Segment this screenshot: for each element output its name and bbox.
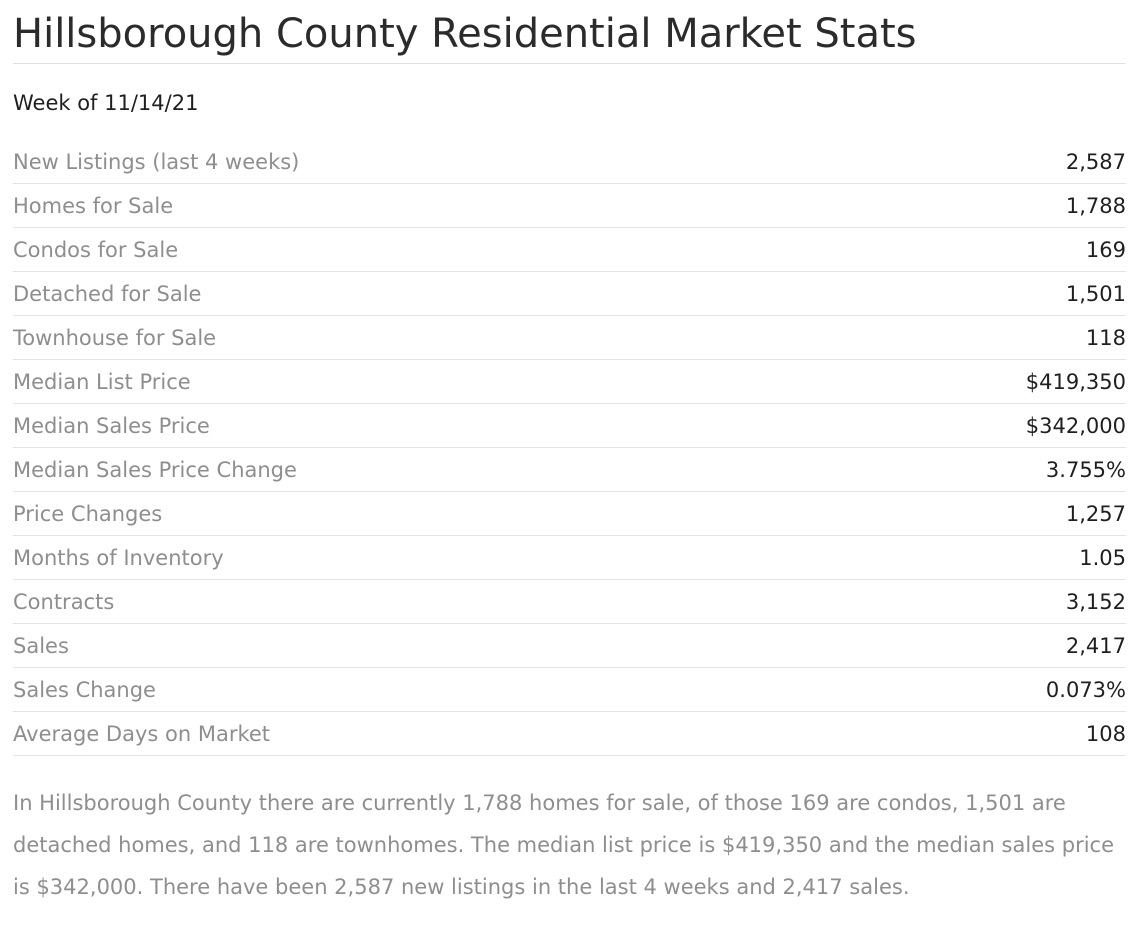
stat-label: Average Days on Market — [13, 722, 271, 746]
stat-label: Months of Inventory — [13, 546, 224, 570]
stat-value: 1,501 — [1065, 282, 1126, 306]
stat-row: Price Changes 1,257 — [13, 492, 1126, 536]
stat-label: Price Changes — [13, 502, 163, 526]
stat-row: New Listings (last 4 weeks) 2,587 — [13, 140, 1126, 184]
stat-label: Sales Change — [13, 678, 156, 702]
stat-label: Median Sales Price — [13, 414, 210, 438]
stat-value: 1,788 — [1065, 194, 1126, 218]
stat-row: Average Days on Market 108 — [13, 712, 1126, 756]
stat-label: Sales — [13, 634, 69, 658]
page-title: Hillsborough County Residential Market S… — [13, 11, 917, 57]
stat-value: 0.073% — [1045, 678, 1126, 702]
stat-value: 108 — [1085, 722, 1126, 746]
title-divider — [13, 63, 1126, 64]
stat-row: Median Sales Price $342,000 — [13, 404, 1126, 448]
stat-label: Condos for Sale — [13, 238, 179, 262]
stat-value: 3.755% — [1045, 458, 1126, 482]
stat-row: Homes for Sale 1,788 — [13, 184, 1126, 228]
stat-value: $342,000 — [1025, 414, 1126, 438]
stat-value: 118 — [1085, 326, 1126, 350]
stat-label: Detached for Sale — [13, 282, 202, 306]
stat-row: Months of Inventory 1.05 — [13, 536, 1126, 580]
stat-row: Sales 2,417 — [13, 624, 1126, 668]
stat-row: Condos for Sale 169 — [13, 228, 1126, 272]
week-label: Week of 11/14/21 — [13, 91, 199, 115]
stat-value: 169 — [1085, 238, 1126, 262]
stat-value: 3,152 — [1065, 590, 1126, 614]
stat-value: 1,257 — [1065, 502, 1126, 526]
stat-value: $419,350 — [1025, 370, 1126, 394]
stat-row: Contracts 3,152 — [13, 580, 1126, 624]
stat-label: Median List Price — [13, 370, 191, 394]
stat-label: Homes for Sale — [13, 194, 174, 218]
stat-row: Detached for Sale 1,501 — [13, 272, 1126, 316]
stat-row: Median List Price $419,350 — [13, 360, 1126, 404]
stat-label: Townhouse for Sale — [13, 326, 217, 350]
stat-label: Contracts — [13, 590, 115, 614]
stat-row: Sales Change 0.073% — [13, 668, 1126, 712]
stat-label: Median Sales Price Change — [13, 458, 297, 482]
stat-label: New Listings (last 4 weeks) — [13, 150, 300, 174]
summary-paragraph: In Hillsborough County there are current… — [13, 791, 1115, 899]
stats-list: New Listings (last 4 weeks) 2,587 Homes … — [13, 140, 1126, 756]
stat-value: 2,587 — [1065, 150, 1126, 174]
stat-value: 2,417 — [1065, 634, 1126, 658]
stat-value: 1.05 — [1079, 546, 1126, 570]
stat-row: Median Sales Price Change 3.755% — [13, 448, 1126, 492]
stat-row: Townhouse for Sale 118 — [13, 316, 1126, 360]
